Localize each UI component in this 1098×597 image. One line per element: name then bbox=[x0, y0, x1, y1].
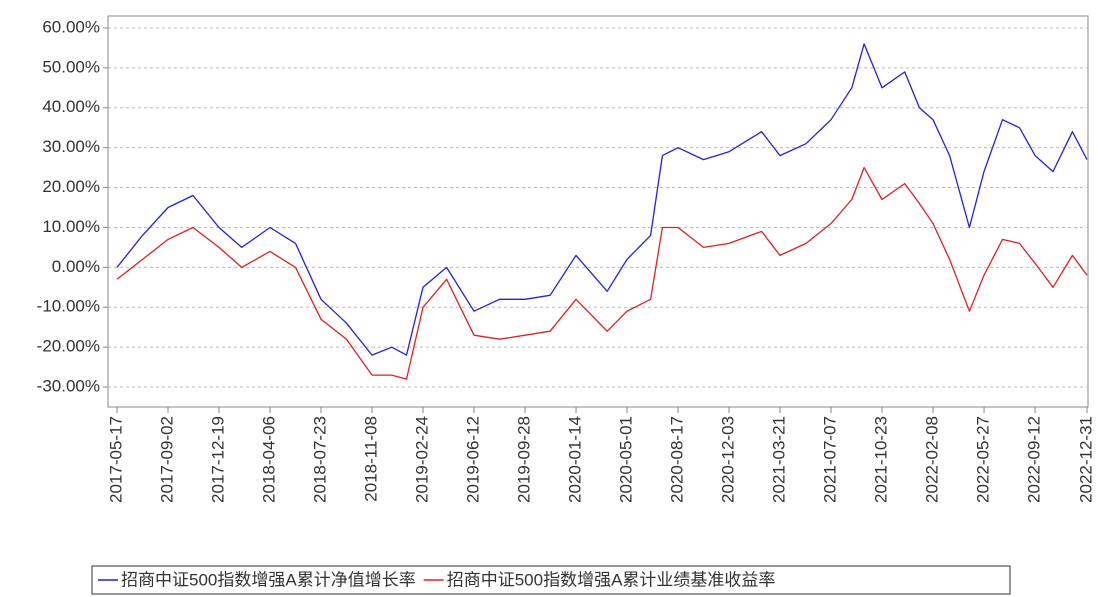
x-tick-label: 2017-09-02 bbox=[157, 416, 176, 503]
x-tick-label: 2020-05-01 bbox=[617, 416, 636, 503]
legend-label: 招商中证500指数增强A累计净值增长率 bbox=[121, 570, 416, 589]
y-tick-label: 10.00% bbox=[42, 217, 100, 236]
x-tick-label: 2019-09-28 bbox=[515, 416, 534, 503]
y-tick-label: -20.00% bbox=[37, 337, 100, 356]
legend-label: 招商中证500指数增强A累计业绩基准收益率 bbox=[447, 570, 776, 589]
plot-frame bbox=[107, 15, 1089, 408]
x-tick-label: 2022-02-08 bbox=[923, 416, 942, 503]
x-tick-label: 2020-08-17 bbox=[668, 416, 687, 503]
x-tick-label: 2017-05-17 bbox=[106, 416, 125, 503]
x-tick-label: 2018-11-08 bbox=[361, 416, 380, 502]
y-tick-label: 20.00% bbox=[42, 177, 100, 196]
legend-box bbox=[91, 565, 1011, 595]
series-line bbox=[116, 166, 1088, 380]
y-tick-label: 50.00% bbox=[42, 57, 100, 76]
x-tick-label: 2019-06-12 bbox=[464, 416, 483, 503]
series-line bbox=[116, 43, 1088, 356]
x-tick-label: 2018-07-23 bbox=[310, 416, 329, 503]
x-tick-label: 2021-03-21 bbox=[770, 416, 789, 503]
x-tick-label: 2017-12-19 bbox=[208, 416, 227, 503]
x-tick-label: 2022-05-27 bbox=[974, 416, 993, 503]
y-tick-label: 30.00% bbox=[42, 137, 100, 156]
y-tick-label: -10.00% bbox=[37, 297, 100, 316]
x-tick-label: 2021-07-07 bbox=[821, 416, 840, 503]
y-tick-label: 60.00% bbox=[42, 17, 100, 36]
x-tick-label: 2022-12-31 bbox=[1076, 416, 1095, 503]
x-tick-label: 2019-02-24 bbox=[413, 416, 432, 503]
x-tick-label: 2022-09-12 bbox=[1025, 416, 1044, 503]
y-tick-label: 0.00% bbox=[52, 257, 100, 276]
y-tick-label: -30.00% bbox=[37, 377, 100, 396]
x-tick-label: 2020-12-03 bbox=[719, 416, 738, 503]
x-tick-label: 2020-01-14 bbox=[566, 416, 585, 503]
x-tick-label: 2021-10-23 bbox=[872, 416, 891, 503]
y-tick-label: 40.00% bbox=[42, 97, 100, 116]
x-tick-label: 2018-04-06 bbox=[259, 416, 278, 503]
